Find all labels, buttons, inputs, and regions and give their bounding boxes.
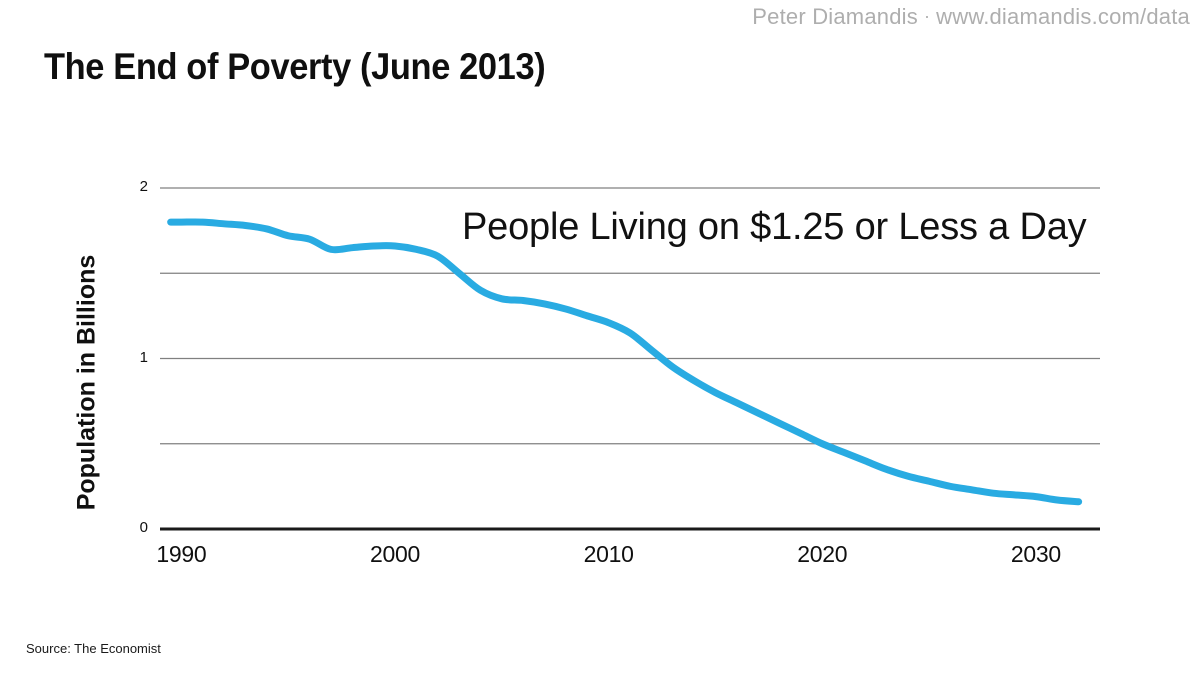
x-tick-label: 2010 <box>583 541 634 567</box>
y-tick-label: 1 <box>139 348 148 366</box>
y-axis-title: Population in Billions <box>72 254 101 511</box>
y-tick-label: 0 <box>139 519 148 536</box>
chart-title: People Living on $1.25 or Less a Day <box>462 206 1087 248</box>
attribution-separator: · <box>923 6 931 26</box>
data-series-line <box>167 218 1083 506</box>
x-tick-label: 2030 <box>1010 541 1061 567</box>
attribution-site: www.diamandis.com/data <box>936 4 1190 29</box>
x-tick-label: 2000 <box>370 541 420 567</box>
x-tick-label: 1990 <box>156 541 207 567</box>
attribution-author: Peter Diamandis <box>752 4 918 29</box>
attribution-line: Peter Diamandis · www.diamandis.com/data <box>752 4 1190 30</box>
y-tick-label: 2 <box>139 178 148 195</box>
page-title: The End of Poverty (June 2013) <box>44 46 546 87</box>
x-tick-label: 2020 <box>797 541 848 567</box>
chart-gridlines <box>160 187 1100 531</box>
source-note: Source: The Economist <box>26 641 161 656</box>
